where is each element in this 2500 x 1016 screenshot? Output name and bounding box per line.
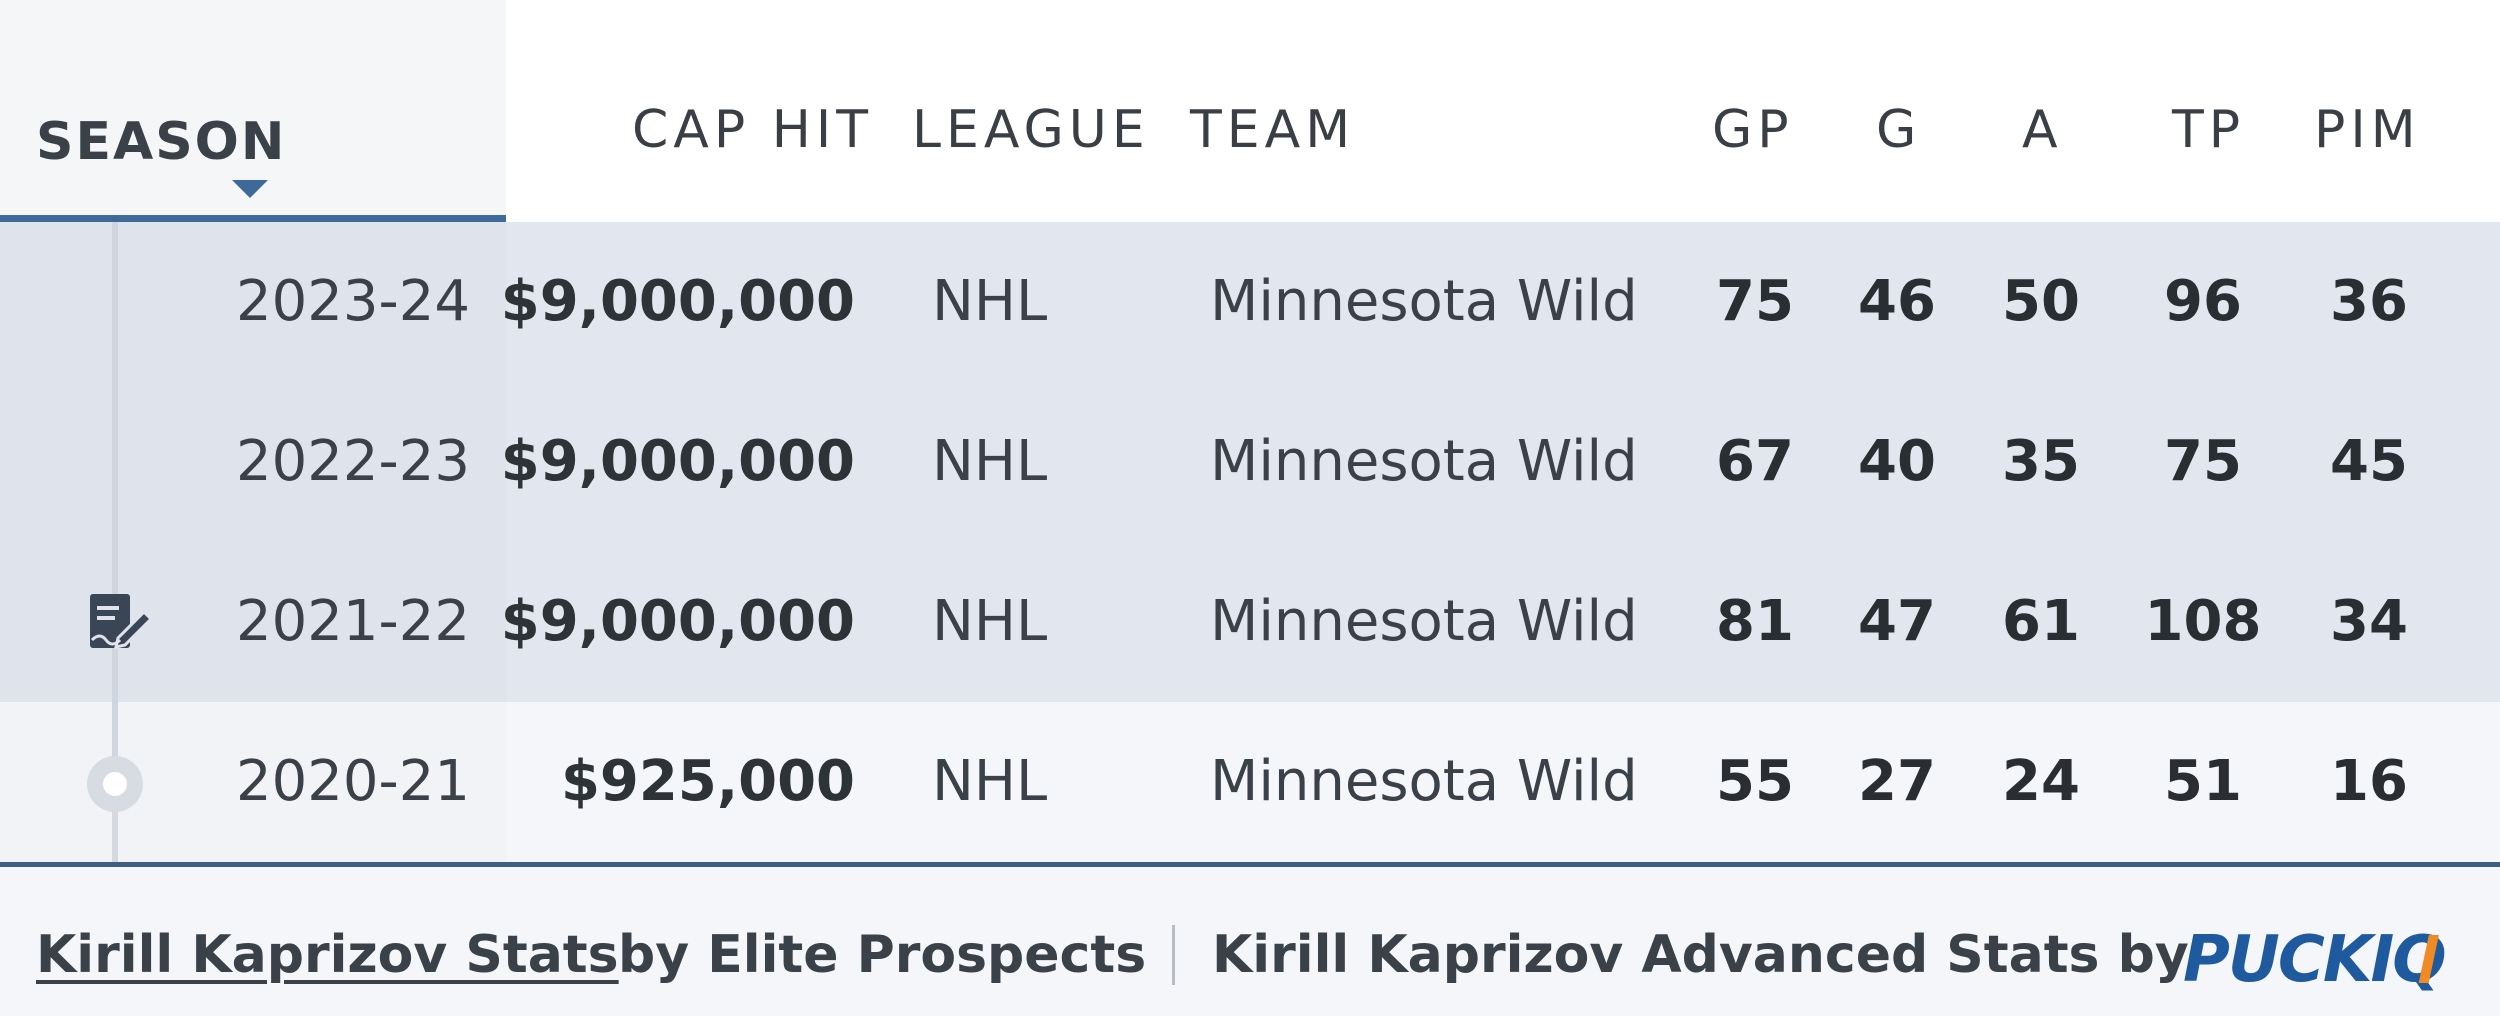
pim-value: 34 (2330, 589, 2408, 654)
season-value: 2021-22 (236, 589, 470, 654)
contract-timeline-line (112, 222, 118, 862)
timeline-dot-icon (87, 756, 143, 812)
footer-divider (1172, 925, 1175, 985)
column-header-cap-hit[interactable]: CAP HIT (632, 100, 873, 160)
gp-value: 55 (1716, 749, 1794, 814)
pim-value: 45 (2330, 429, 2408, 494)
pim-value: 16 (2330, 749, 2408, 814)
a-value: 61 (2002, 589, 2080, 654)
tp-value: 75 (2164, 429, 2242, 494)
a-value: 50 (2002, 269, 2080, 334)
g-value: 40 (1858, 429, 1936, 494)
pim-value: 36 (2330, 269, 2408, 334)
sort-underline (0, 215, 506, 222)
column-header-team[interactable]: TEAM (1190, 100, 1356, 160)
sort-descending-icon[interactable] (232, 180, 268, 198)
season-value: 2023-24 (236, 269, 470, 334)
column-header-gp[interactable]: GP (1712, 100, 1794, 160)
gp-value: 81 (1716, 589, 1794, 654)
league-value: NHL (932, 429, 1048, 494)
g-value: 46 (1858, 269, 1936, 334)
season-value: 2022-23 (236, 429, 470, 494)
table-bottom-border (0, 862, 2500, 867)
g-value: 47 (1858, 589, 1936, 654)
table-header: SEASON CAP HIT LEAGUE TEAM GP G A TP PIM (0, 0, 2500, 222)
season-cell (0, 702, 506, 862)
contract-signed-icon[interactable] (88, 592, 154, 652)
table-row: 2022-23 $9,000,000 NHL Minnesota Wild 67… (0, 382, 2500, 542)
puckiq-logo[interactable]: PUCKIQ (2183, 925, 2483, 995)
season-cell (0, 382, 506, 542)
column-header-league[interactable]: LEAGUE (912, 100, 1150, 160)
tp-value: 51 (2164, 749, 2242, 814)
league-value: NHL (932, 589, 1048, 654)
footer: Kirill Kaprizov Stats by Elite Prospects… (0, 867, 2500, 1016)
column-header-pim[interactable]: PIM (2314, 100, 2421, 160)
team-link[interactable]: Minnesota Wild (1210, 589, 1638, 654)
tp-value: 108 (2144, 589, 2262, 654)
stats-table: SEASON CAP HIT LEAGUE TEAM GP G A TP PIM… (0, 0, 2500, 867)
gp-value: 75 (1716, 269, 1794, 334)
tp-value: 96 (2164, 269, 2242, 334)
season-value: 2020-21 (236, 749, 470, 814)
column-header-g[interactable]: G (1876, 100, 1922, 160)
cap-hit-value: $9,000,000 (500, 269, 855, 334)
stats-attribution: by Elite Prospects (618, 925, 1147, 985)
table-row: 2023-24 $9,000,000 NHL Minnesota Wild 75… (0, 222, 2500, 382)
table-row: 2021-22 $9,000,000 NHL Minnesota Wild 81… (0, 542, 2500, 702)
a-value: 24 (2002, 749, 2080, 814)
g-value: 27 (1858, 749, 1936, 814)
table-row: 2020-21 $925,000 NHL Minnesota Wild 55 2… (0, 702, 2500, 862)
column-header-tp[interactable]: TP (2172, 100, 2246, 160)
svg-text:PUCKIQ: PUCKIQ (2183, 925, 2445, 995)
cap-hit-value: $9,000,000 (500, 589, 855, 654)
team-link[interactable]: Minnesota Wild (1210, 749, 1638, 814)
cap-hit-value: $925,000 (560, 749, 855, 814)
column-header-a[interactable]: A (2022, 100, 2063, 160)
cap-hit-value: $9,000,000 (500, 429, 855, 494)
timeline-tail (112, 812, 118, 862)
advanced-stats-label: Kirill Kaprizov Advanced Stats by (1212, 925, 2189, 985)
column-header-season[interactable]: SEASON (36, 112, 287, 172)
season-cell (0, 222, 506, 382)
team-link[interactable]: Minnesota Wild (1210, 269, 1638, 334)
team-link[interactable]: Minnesota Wild (1210, 429, 1638, 494)
a-value: 35 (2002, 429, 2080, 494)
season-cell (0, 542, 506, 702)
league-value: NHL (932, 749, 1048, 814)
player-stats-link[interactable]: Kirill Kaprizov Stats (36, 925, 619, 985)
league-value: NHL (932, 269, 1048, 334)
gp-value: 67 (1716, 429, 1794, 494)
